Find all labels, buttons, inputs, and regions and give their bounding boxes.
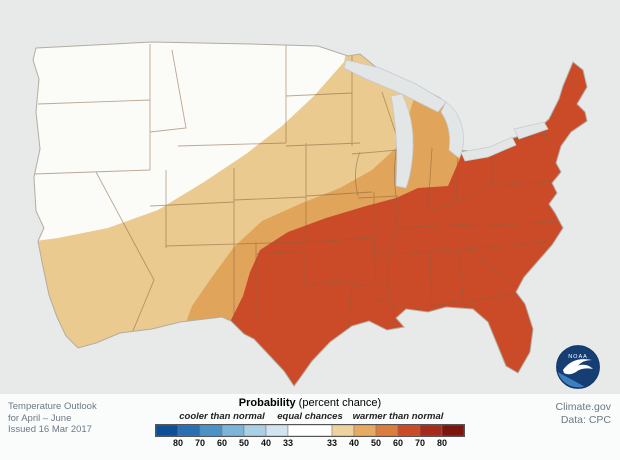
noaa-logo-sea — [557, 372, 585, 388]
tick-cooler-80: 80 — [172, 438, 184, 448]
caption-line-2: for April – June — [8, 412, 72, 424]
caption-line-3: Issued 16 Mar 2017 — [8, 424, 92, 435]
legend-cell-cooler-40-50 — [243, 424, 267, 437]
equal-chances-label: equal chances — [277, 411, 343, 422]
tick-warmer-60: 60 — [392, 438, 404, 448]
tick-cooler-70: 70 — [194, 438, 206, 448]
legend-title-bold: Probability — [238, 397, 296, 409]
tick-cooler-50: 50 — [238, 438, 250, 448]
tick-warmer-70: 70 — [414, 438, 426, 448]
data-source-label: Data: CPC — [560, 413, 611, 426]
cooler-than-normal-label: cooler than normal — [179, 411, 265, 422]
legend-cell-warmer-40-50 — [353, 424, 377, 437]
legend-cell-cooler-80plus — [155, 424, 179, 437]
legend-cell-cooler-50-60 — [221, 424, 245, 437]
warmer-than-normal-label: warmer than normal — [352, 411, 444, 422]
noaa-logo: NOAA — [556, 345, 600, 389]
caption-line-1: Temperature Outlook — [8, 401, 97, 412]
tick-cooler-40: 40 — [260, 438, 272, 448]
outlook-caption: Temperature Outlook for April – June Iss… — [8, 401, 97, 436]
legend-colorbar-border — [155, 424, 465, 437]
tick-warmer-50: 50 — [370, 438, 382, 448]
lake-ontario — [513, 121, 549, 140]
probability-legend: Probability (percent chance) cooler than… — [145, 397, 475, 450]
attribution: Climate.gov Data: CPC — [556, 401, 611, 426]
legend-cell-warmer-60-70 — [397, 424, 421, 437]
lake-michigan — [390, 93, 414, 189]
lake-huron — [440, 101, 464, 159]
legend-cell-cooler-60-70 — [199, 424, 223, 437]
legend-cell-warmer-33-40 — [331, 424, 355, 437]
noaa-logo-bird — [563, 359, 593, 375]
lake-erie — [460, 136, 517, 162]
legend-title: Probability (percent chance) — [145, 397, 475, 409]
us-temperature-outlook-map: NOAA — [32, 41, 600, 389]
legend-cell-warmer-80plus — [441, 424, 465, 437]
legend-cell-cooler-33-40 — [265, 424, 289, 437]
noaa-logo-text: NOAA — [568, 354, 588, 360]
footer: Temperature Outlook for April – June Iss… — [0, 394, 620, 460]
tick-warmer-33: 33 — [326, 438, 338, 448]
legend-cell-warmer-50-60 — [375, 424, 399, 437]
legend-ticks: 80 70 60 50 40 33 33 40 50 60 70 80 — [145, 438, 475, 450]
legend-cell-cooler-70-80 — [177, 424, 201, 437]
legend-cell-warmer-70-80 — [419, 424, 443, 437]
great-lakes — [343, 59, 549, 189]
legend-title-rest: (percent chance) — [295, 397, 382, 409]
tick-cooler-60: 60 — [216, 438, 228, 448]
lake-superior — [343, 59, 447, 113]
tick-warmer-40: 40 — [348, 438, 360, 448]
legend-labels: cooler than normal equal chances warmer … — [145, 411, 475, 424]
climate-gov-label: Climate.gov — [555, 401, 611, 413]
tick-warmer-80: 80 — [436, 438, 448, 448]
legend-cell-equal-chances — [287, 424, 333, 437]
legend-colorbar — [155, 424, 465, 437]
tick-cooler-33: 33 — [282, 438, 294, 448]
state-borders — [33, 44, 557, 339]
